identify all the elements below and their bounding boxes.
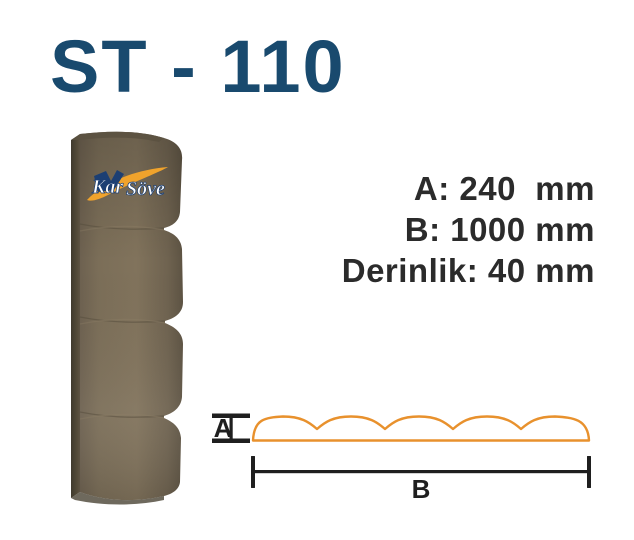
specification-list: A: 240 mm B: 1000 mm Derinlik: 40 mm: [255, 168, 595, 291]
spec-row-b: B: 1000 mm: [404, 211, 595, 248]
dimension-a-marker: [212, 413, 250, 443]
spec-row-a: A: 240 mm: [413, 170, 595, 207]
technical-drawing: A B: [205, 392, 605, 507]
spec-row-derinlik: Derinlik: 40 mm: [341, 252, 595, 289]
dimension-b-marker: [251, 456, 591, 488]
panel-top-face: [71, 131, 164, 142]
dimension-a-label: A: [214, 413, 233, 443]
panel-3d-illustration: [60, 130, 200, 505]
panel-wave-seams: [79, 223, 166, 420]
panel-side-face: [71, 134, 80, 498]
profile-cross-section: [251, 415, 591, 442]
page-title: ST - 110: [50, 25, 346, 108]
dimension-b-label: B: [412, 474, 431, 504]
panel-bottom-face: [71, 492, 164, 505]
panel-front-face: [80, 131, 183, 501]
